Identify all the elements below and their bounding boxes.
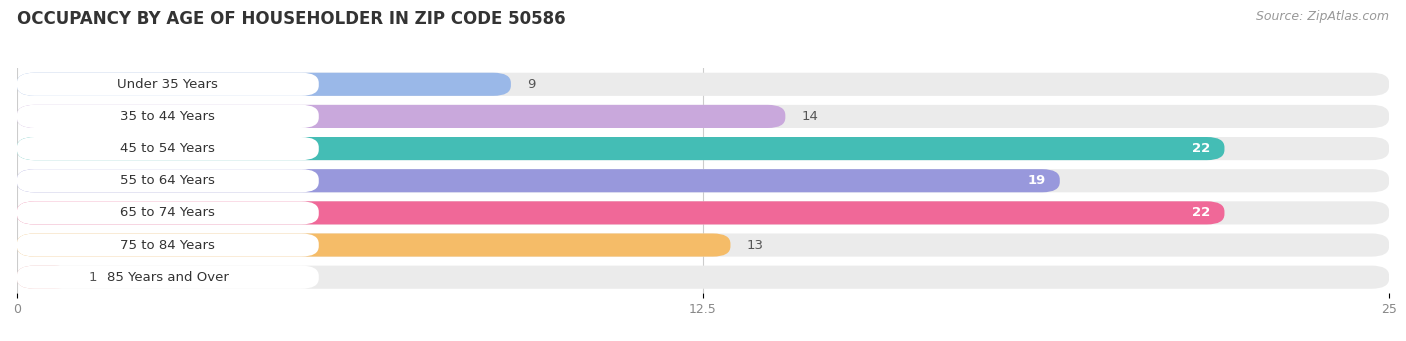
Text: 13: 13 — [747, 239, 763, 252]
Text: 75 to 84 Years: 75 to 84 Years — [121, 239, 215, 252]
FancyBboxPatch shape — [17, 201, 319, 224]
Text: Under 35 Years: Under 35 Years — [117, 78, 218, 91]
FancyBboxPatch shape — [17, 234, 731, 257]
FancyBboxPatch shape — [17, 266, 72, 289]
FancyBboxPatch shape — [17, 73, 510, 96]
Text: 22: 22 — [1192, 142, 1211, 155]
Text: 19: 19 — [1028, 174, 1046, 187]
FancyBboxPatch shape — [17, 169, 319, 192]
FancyBboxPatch shape — [17, 73, 319, 96]
FancyBboxPatch shape — [17, 234, 319, 257]
Text: 9: 9 — [527, 78, 536, 91]
FancyBboxPatch shape — [17, 105, 1389, 128]
FancyBboxPatch shape — [17, 137, 1225, 160]
Text: Source: ZipAtlas.com: Source: ZipAtlas.com — [1256, 10, 1389, 23]
FancyBboxPatch shape — [17, 169, 1060, 192]
FancyBboxPatch shape — [17, 201, 1389, 224]
FancyBboxPatch shape — [17, 105, 786, 128]
FancyBboxPatch shape — [17, 266, 1389, 289]
Text: 14: 14 — [801, 110, 818, 123]
Text: 55 to 64 Years: 55 to 64 Years — [121, 174, 215, 187]
Text: 85 Years and Over: 85 Years and Over — [107, 271, 229, 284]
FancyBboxPatch shape — [17, 234, 1389, 257]
FancyBboxPatch shape — [17, 137, 319, 160]
Text: 1: 1 — [89, 271, 97, 284]
FancyBboxPatch shape — [17, 201, 1225, 224]
Text: 35 to 44 Years: 35 to 44 Years — [121, 110, 215, 123]
Text: 65 to 74 Years: 65 to 74 Years — [121, 206, 215, 219]
FancyBboxPatch shape — [17, 73, 1389, 96]
Text: 22: 22 — [1192, 206, 1211, 219]
Text: 45 to 54 Years: 45 to 54 Years — [121, 142, 215, 155]
FancyBboxPatch shape — [17, 137, 1389, 160]
FancyBboxPatch shape — [17, 105, 319, 128]
FancyBboxPatch shape — [17, 266, 319, 289]
Text: OCCUPANCY BY AGE OF HOUSEHOLDER IN ZIP CODE 50586: OCCUPANCY BY AGE OF HOUSEHOLDER IN ZIP C… — [17, 10, 565, 28]
FancyBboxPatch shape — [17, 169, 1389, 192]
